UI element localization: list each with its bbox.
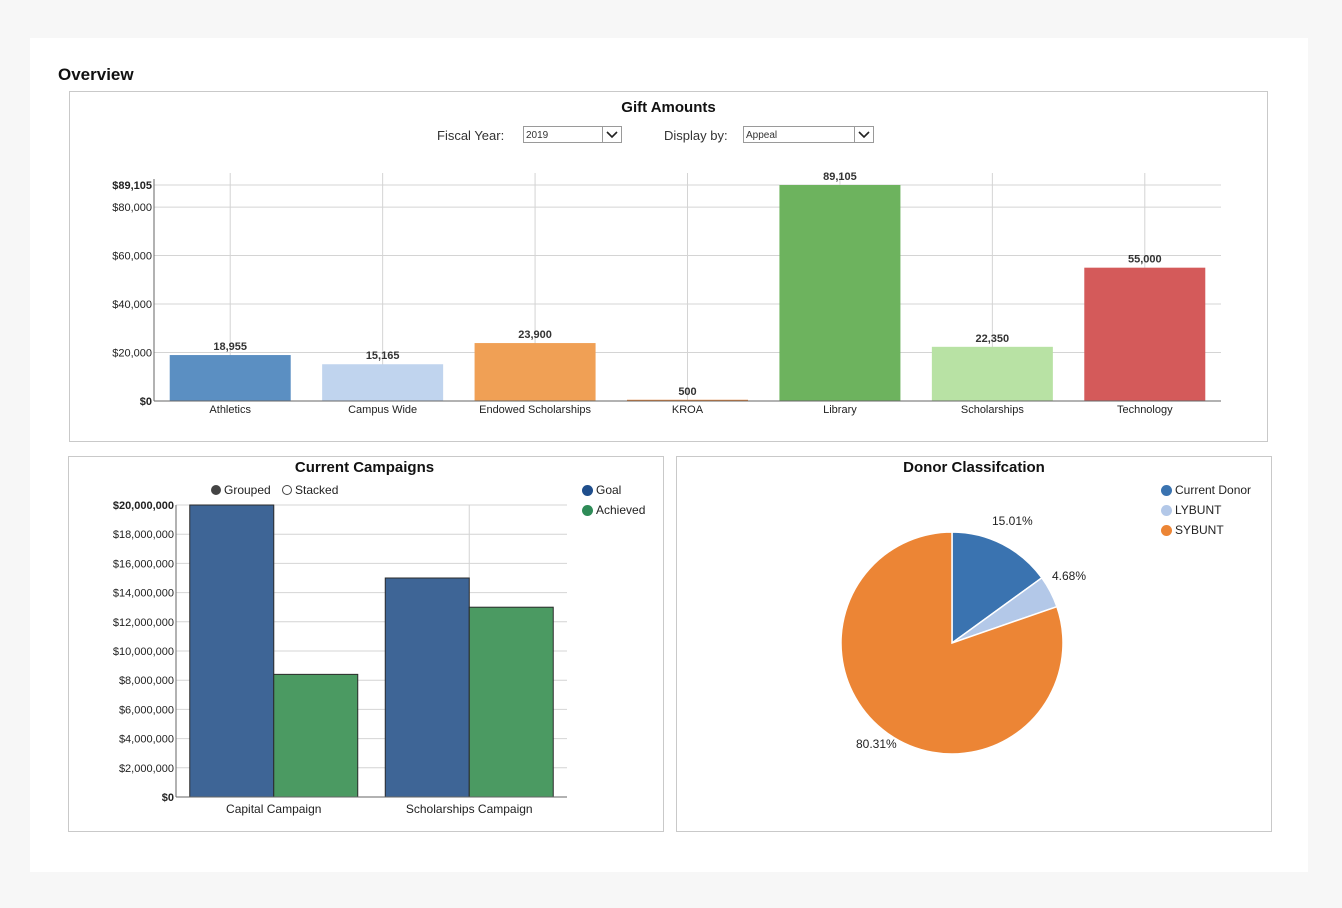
display-by-value: Appeal <box>746 130 778 141</box>
y-tick-label: $14,000,000 <box>113 588 174 600</box>
legend-dot-icon <box>1161 504 1172 516</box>
legend-label-sybunt: SYBUNT <box>1175 523 1224 537</box>
data-label: 18,955 <box>213 341 247 353</box>
legend-dot-icon <box>1161 524 1172 536</box>
fiscal-year-select[interactable]: 2019 <box>523 126 622 143</box>
y-tick-label: $0 <box>140 396 152 408</box>
legend-dot-icon <box>1161 484 1172 496</box>
grouped-label: Grouped <box>224 483 271 497</box>
legend-item-achieved: Achieved <box>582 500 645 520</box>
x-tick-label: KROA <box>672 404 704 416</box>
x-tick-label: Capital Campaign <box>226 802 321 816</box>
y-tick-label: $80,000 <box>112 202 152 214</box>
donor-classification-chart: 15.01% 4.68% 80.31% <box>840 514 1086 755</box>
y-tick-label: $89,105 <box>112 180 152 192</box>
gift-controls: Fiscal Year: 2019 Display by: Appeal <box>70 125 1267 147</box>
grouped-option[interactable]: Grouped <box>211 483 271 497</box>
x-tick-label: Library <box>823 404 857 416</box>
x-tick-label: Campus Wide <box>348 404 417 416</box>
y-tick-label: $8,000,000 <box>119 675 174 687</box>
bar <box>169 355 291 401</box>
overview-page: Overview Gift Amounts Fiscal Year: 2019 … <box>30 38 1308 872</box>
current-campaigns-chart: $0 $2,000,000 $4,000,000 $6,000,000 $8,000,0… <box>113 500 567 816</box>
donor-classification-panel: Donor Classifcation Current Donor LYBUNT… <box>676 456 1272 832</box>
legend-label-achieved: Achieved <box>596 503 646 517</box>
bar <box>931 346 1053 401</box>
stacked-option[interactable]: Stacked <box>282 483 338 497</box>
x-tick-label: Scholarships <box>961 404 1024 416</box>
bar <box>384 577 470 798</box>
legend-label-goal: Goal <box>596 483 622 497</box>
display-by-label: Display by: <box>664 128 728 143</box>
legend-dot-icon <box>582 504 593 516</box>
chevron-down-icon[interactable] <box>854 127 873 142</box>
y-tick-label: $16,000,000 <box>113 558 174 570</box>
y-tick-label: $18,000,000 <box>113 529 174 541</box>
y-tick-label: $20,000 <box>112 348 152 360</box>
slice-label: 15.01% <box>992 514 1033 528</box>
bar <box>322 364 444 401</box>
fiscal-year-label: Fiscal Year: <box>437 128 505 143</box>
legend-item-sybunt: SYBUNT <box>1161 520 1251 540</box>
donor-classification-title: Donor Classifcation <box>903 459 1045 476</box>
stacked-label: Stacked <box>295 483 339 497</box>
legend-item-goal: Goal <box>582 480 645 500</box>
pie-slice <box>840 531 1064 755</box>
pie-slice <box>951 531 1043 645</box>
fiscal-year-value: 2019 <box>526 130 549 141</box>
data-label: 23,900 <box>518 329 552 341</box>
data-label: 55,000 <box>1128 254 1162 266</box>
slice-label: 4.68% <box>1052 569 1086 583</box>
data-label: 22,350 <box>976 333 1010 345</box>
y-tick-label: $10,000,000 <box>113 646 174 658</box>
legend-label-current-donor: Current Donor <box>1175 483 1252 497</box>
slice-label: 80.31% <box>856 737 897 751</box>
bar <box>474 343 596 401</box>
chevron-down-icon[interactable] <box>602 127 621 142</box>
x-tick-label: Scholarships Campaign <box>406 802 533 816</box>
y-tick-label: $0 <box>162 792 174 804</box>
x-tick-label: Endowed Scholarships <box>479 404 591 416</box>
gift-amounts-chart: $0 $20,000 $40,000 $60,000 $80,000 $89,105 18,… <box>112 171 1221 416</box>
current-campaigns-title: Current Campaigns <box>294 459 435 476</box>
display-by-select[interactable]: Appeal <box>743 126 874 143</box>
y-tick-label: $2,000,000 <box>119 763 174 775</box>
legend-dot-icon <box>582 484 593 496</box>
radio-unselected-icon[interactable] <box>282 485 293 495</box>
legend-label-lybunt: LYBUNT <box>1175 503 1222 517</box>
y-tick-label: $4,000,000 <box>119 734 174 746</box>
data-label: 500 <box>678 386 696 398</box>
y-tick-label: $40,000 <box>112 299 152 311</box>
bar <box>627 399 748 401</box>
donor-legend: Current Donor LYBUNT SYBUNT <box>1161 480 1251 540</box>
campaign-legend: Goal Achieved <box>582 480 645 520</box>
bar <box>1084 267 1206 401</box>
data-label: 15,165 <box>366 350 400 362</box>
bar <box>189 504 275 798</box>
x-tick-label: Technology <box>1117 404 1173 416</box>
bar <box>779 185 901 401</box>
y-tick-label: $12,000,000 <box>113 617 174 629</box>
chart-mode-toggle: Grouped Stacked <box>211 483 346 498</box>
y-tick-label: $60,000 <box>112 251 152 263</box>
legend-item-current-donor: Current Donor <box>1161 480 1251 500</box>
data-label: 89,105 <box>823 171 857 183</box>
current-campaigns-panel: Current Campaigns Grouped Stacked Goal A… <box>68 456 664 832</box>
page-title: Overview <box>58 65 134 84</box>
y-tick-label: $20,000,000 <box>113 500 174 512</box>
gift-amounts-title: Gift Amounts <box>621 99 716 116</box>
y-tick-label: $6,000,000 <box>119 704 174 716</box>
legend-item-lybunt: LYBUNT <box>1161 500 1251 520</box>
bar <box>273 673 359 798</box>
bar <box>468 606 554 798</box>
x-tick-label: Athletics <box>209 404 251 416</box>
gift-amounts-panel: Gift Amounts Fiscal Year: 2019 Display b… <box>69 91 1268 442</box>
radio-selected-icon[interactable] <box>211 485 221 495</box>
